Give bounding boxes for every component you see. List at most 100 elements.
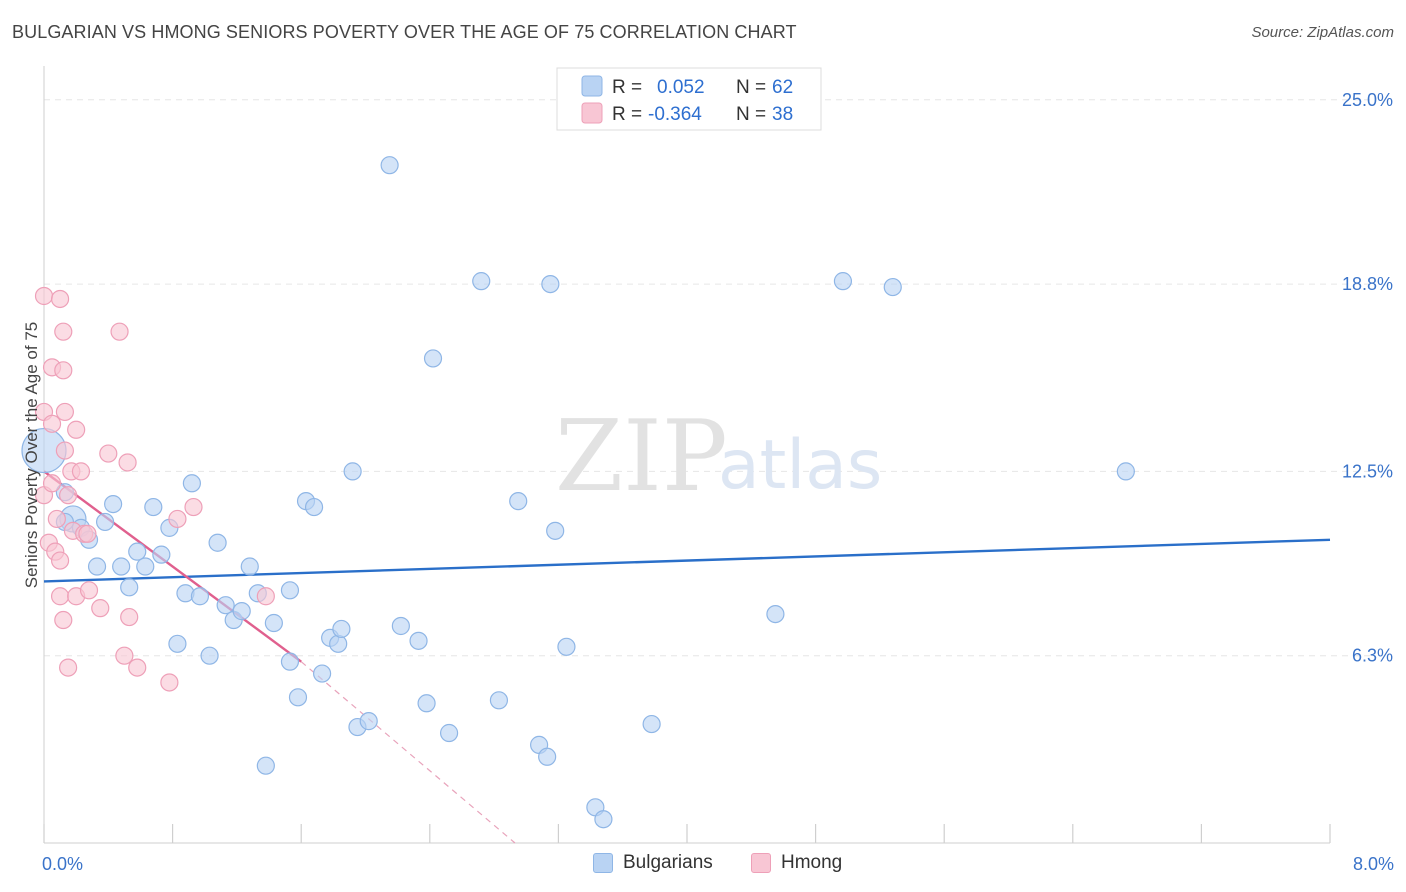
legend-swatch-hmong [751,853,771,873]
hmong-point [67,420,86,439]
hmong-point [42,474,62,493]
watermark-atlas: atlas [718,426,882,505]
bulgarian-point [409,631,428,650]
bulgarian-point [200,646,219,665]
bulgarian-point [256,756,275,775]
bulgarian-point [280,581,300,600]
bulgarian-point [541,275,560,294]
bulgarian-point [439,723,459,743]
hmong-point [59,486,78,505]
bulgarian-point [332,619,351,639]
legend-swatch-blue [581,75,603,97]
series-legend: Bulgarians Hmong [0,850,1406,880]
legend-n-label-pink: N = [736,104,766,125]
hmong-point [71,462,91,481]
bulgarian-point [380,156,399,175]
legend-label-bulgarians: Bulgarians [623,852,713,873]
bulgarian-point [240,557,259,576]
hmong-point [42,414,62,433]
hmong-point [55,441,74,460]
bulgarian-point [112,557,131,576]
hmong-point [91,599,110,618]
legend-r-label-blue: R = [612,77,642,98]
hmong-point [79,581,99,600]
legend-swatch-pink [581,102,603,124]
bulgarian-trend-line [43,538,1331,583]
hmong-point [184,497,203,517]
bulgarian-point [359,712,378,731]
legend-r-value-pink: -0.364 [648,104,702,125]
legend-n-value-pink: 38 [772,104,793,125]
hmong-point [120,607,139,627]
legend-n-label-blue: N = [736,77,766,98]
axes: 6.3% 12.5% 18.8% 25.0% 0.0% 8.0% [42,66,1394,874]
y-tick-label: 12.5% [1342,461,1393,481]
hmong-trend-line [43,470,302,663]
bulgarian-point [128,542,147,561]
bulgarian-point [509,492,528,511]
hmong-point [50,587,70,606]
bulgarian-point [1116,462,1135,481]
correlation-legend: R = 0.052 N = 62 R = -0.364 N = 38 [556,67,822,131]
hmong-point [110,322,129,341]
legend-item-bulgarians: Bulgarians [593,852,713,874]
bulgarian-point [642,714,661,734]
hmong-point [118,453,137,472]
bulgarian-point [264,613,283,633]
chart-title: BULGARIAN VS HMONG SENIORS POVERTY OVER … [12,22,797,42]
bulgarian-point [304,497,324,517]
data-points [21,156,1135,829]
bulgarian-point [182,474,201,493]
y-tick-label: 6.3% [1352,646,1393,666]
legend-r-value-blue: 0.052 [657,77,705,98]
bulgarian-point [557,637,576,656]
legend-item-hmong: Hmong [751,852,842,874]
bulgarian-point [343,462,362,481]
watermark: ZIP atlas [555,400,882,514]
y-tick-label: 18.8% [1342,274,1393,294]
hmong-point [256,587,275,606]
bulgarian-point [232,602,251,621]
hmong-point [59,658,78,677]
legend-swatch-bulgarians [593,853,613,873]
hmong-point [50,551,70,570]
bulgarian-point [329,634,348,653]
bulgarian-point [546,521,565,540]
bulgarian-point [766,604,785,624]
bulgarian-point [538,747,557,766]
hmong-point [168,509,187,529]
hmong-point [54,361,73,380]
hmong-point [99,444,118,463]
bulgarian-point [87,557,107,576]
hmong-point [115,646,134,665]
bulgarian-point [152,545,171,564]
watermark-zip: ZIP [555,400,728,514]
bulgarian-point [280,652,300,671]
bulgarian-point [417,694,436,713]
bulgarian-point [833,272,853,291]
hmong-point [160,673,179,692]
bulgarian-point [144,497,163,517]
bulgarian-point [312,664,332,683]
legend-r-label-pink: R = [612,104,642,125]
bulgarian-point [216,596,235,615]
bulgarian-point [472,272,491,291]
bulgarian-point [489,691,509,710]
bulgarian-point [104,494,123,514]
bulgarian-point [120,578,139,597]
trend-lines [43,470,1331,844]
x-tick-label: 8.0% [1353,854,1394,874]
grid [44,99,1370,657]
bulgarian-point [594,810,613,829]
hmong-trend-extension [300,661,516,844]
bulgarian-point [95,512,115,532]
bulgarian-point [883,277,902,297]
bulgarian-point [288,688,308,707]
bulgarian-point [190,587,210,606]
bulgarian-point [391,616,410,636]
y-axis-label: Seniors Poverty Over the Age of 75 [22,322,41,588]
bulgarian-point [423,349,443,368]
source-label: Source: ZipAtlas.com [1251,24,1394,41]
hmong-point [54,610,73,630]
